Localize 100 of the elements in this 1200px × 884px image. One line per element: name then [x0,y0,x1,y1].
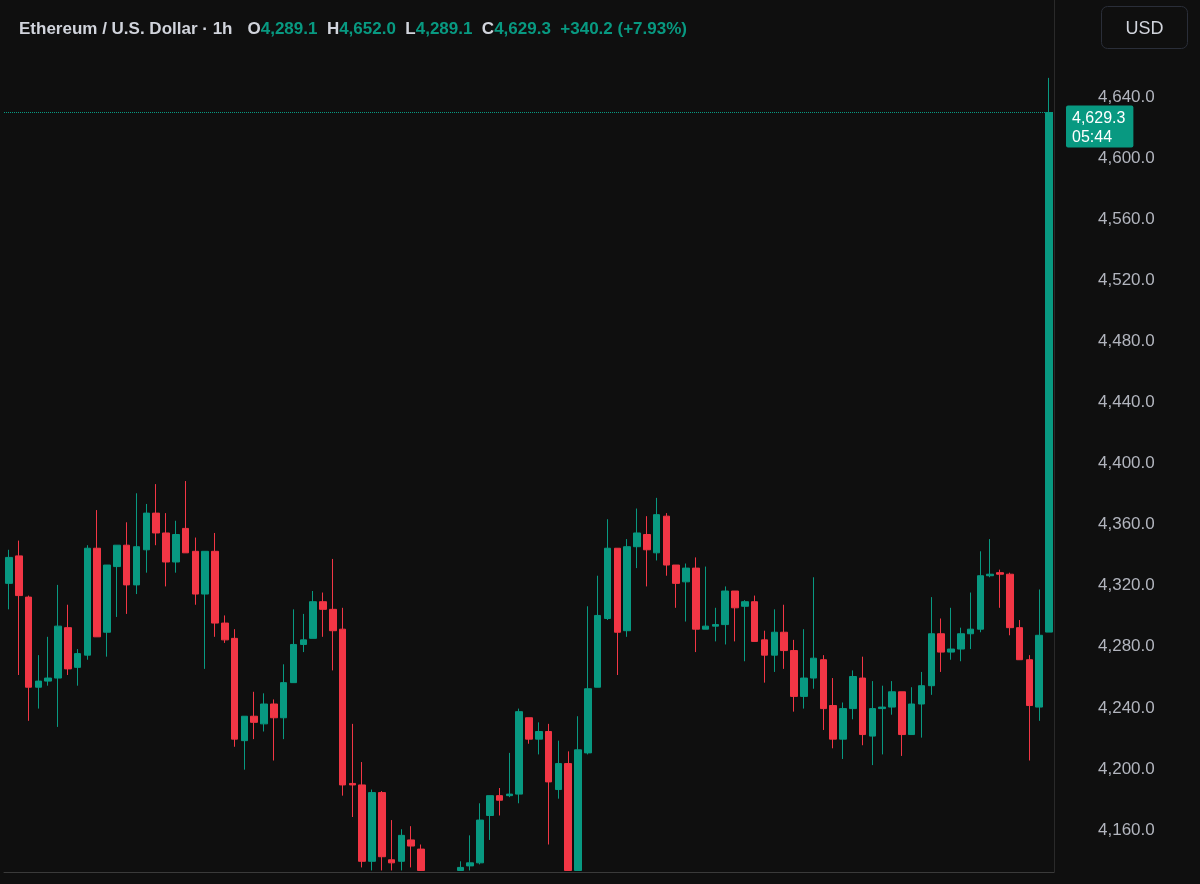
candlestick [780,604,788,670]
candlestick [143,503,150,574]
candlestick [300,613,307,653]
candlestick [555,740,562,800]
text: 05:44 [1072,127,1113,145]
candlestick [643,515,651,587]
candlestick [1016,619,1023,661]
candlestick [35,654,42,710]
candlestick [741,599,749,662]
y-tick-label: 4,240.0 [1098,697,1155,717]
y-tick-label: 4,440.0 [1098,392,1155,412]
candlestick [398,828,405,871]
text: Ethereum / U.S. Dollar · 1h [19,18,233,38]
candlestick [986,538,994,578]
candlestick [908,686,915,736]
candlestick [25,595,32,722]
candlestick [810,576,817,690]
candlestick [928,596,935,696]
candlestick [201,550,209,670]
candlestick [633,508,641,569]
candlestick [525,717,533,745]
candlestick [506,752,513,798]
candlestick [5,549,13,610]
candlestick [339,607,346,797]
candlestick [123,521,130,615]
candlestick [614,547,621,676]
text: O4,289.1 H4,652.0 L4,289.1 C4,629.3 +340.2 (+7.93%) [247,18,687,38]
candlestick [996,569,1004,609]
candlestick [329,558,337,671]
candlestick [957,627,965,662]
candlestick [407,825,415,868]
candlestick [260,692,268,732]
candlestick [849,669,857,720]
candlestick [731,590,739,642]
candlestick [721,585,729,645]
candlestick [290,608,297,684]
candlestick [15,540,23,676]
candlestick [653,497,660,561]
candlestick [1035,588,1043,722]
candlestick [54,584,62,728]
candlestick [93,509,101,638]
candlestick [535,721,543,755]
y-tick-label: 4,400.0 [1098,453,1155,473]
candlestick [604,518,611,621]
candlestick [967,592,974,650]
candlestick [388,819,395,871]
candlestick [947,607,955,661]
y-tick-label: 4,320.0 [1098,575,1155,595]
y-tick-label: 4,280.0 [1098,636,1155,656]
candlestick [800,628,808,710]
candlestick [192,537,199,606]
candlestick [496,787,503,816]
candlestick [564,750,572,871]
candlestick [44,636,52,687]
candlestick [417,844,425,871]
candlestick [133,492,140,595]
candlestick [751,595,758,642]
candlestick [623,538,631,638]
candlestick [221,614,229,644]
candlestick [103,564,111,658]
candlestick [771,608,778,673]
candlestick [712,607,719,642]
candlestick [584,605,592,755]
candlestick [859,656,866,746]
y-tick-label: 4,640.0 [1098,86,1155,106]
candlestick [839,701,847,760]
y-tick-label: 4,560.0 [1098,208,1155,228]
candlestick [358,761,366,868]
candlestick [663,512,670,577]
y-tick-label: 4,200.0 [1098,758,1155,778]
y-tick-label: 4,160.0 [1098,819,1155,839]
candlestick [761,630,768,684]
candlestick [250,691,258,740]
candlestick [349,723,356,818]
candlestick [594,575,601,688]
candlestick [672,564,680,609]
candlestick [918,671,925,739]
candlestick [829,677,837,749]
candlestick [486,795,494,841]
ref-line-label: 4,629.3 [1072,108,1126,126]
y-tick-label: 4,520.0 [1098,269,1155,289]
candlestick [898,691,906,757]
candlestick [466,834,474,871]
candlestick [574,715,582,871]
candlestick [1026,654,1033,762]
candlestick [378,790,386,871]
candlestick [790,639,798,713]
candlestick [702,566,709,630]
candlestick [878,685,886,755]
y-tick-label: 4,360.0 [1098,514,1155,534]
candlestick [64,604,72,676]
candlestick [476,802,484,865]
candlestick [682,563,690,623]
candlestick [888,680,896,716]
candlestick [368,789,376,871]
candlestick [457,860,464,871]
candlestick [319,592,327,638]
candlestick [152,483,160,546]
candlestick [1006,572,1014,636]
candlestick [937,617,945,673]
